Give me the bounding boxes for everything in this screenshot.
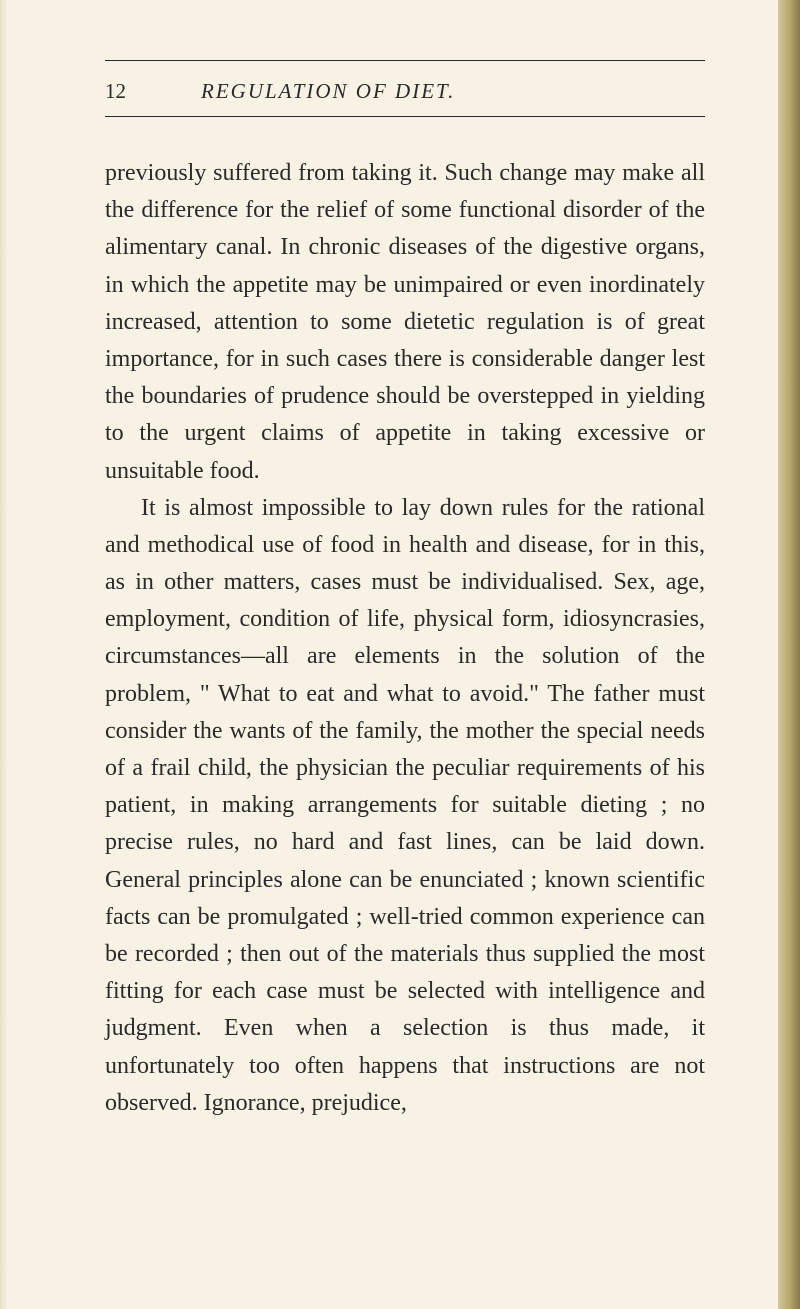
top-horizontal-rule [105, 60, 705, 61]
paragraph: previously suffered from taking it. Such… [105, 155, 705, 490]
header-horizontal-rule [105, 116, 705, 117]
running-title: REGULATION OF DIET. [201, 79, 455, 104]
page-number: 12 [105, 79, 126, 104]
page-left-shadow [0, 0, 8, 1309]
page-header: 12 REGULATION OF DIET. [105, 79, 705, 104]
paragraph: It is almost impossible to lay down rule… [105, 490, 705, 1122]
page-right-edge [778, 0, 800, 1309]
body-text: previously suffered from taking it. Such… [105, 155, 705, 1122]
